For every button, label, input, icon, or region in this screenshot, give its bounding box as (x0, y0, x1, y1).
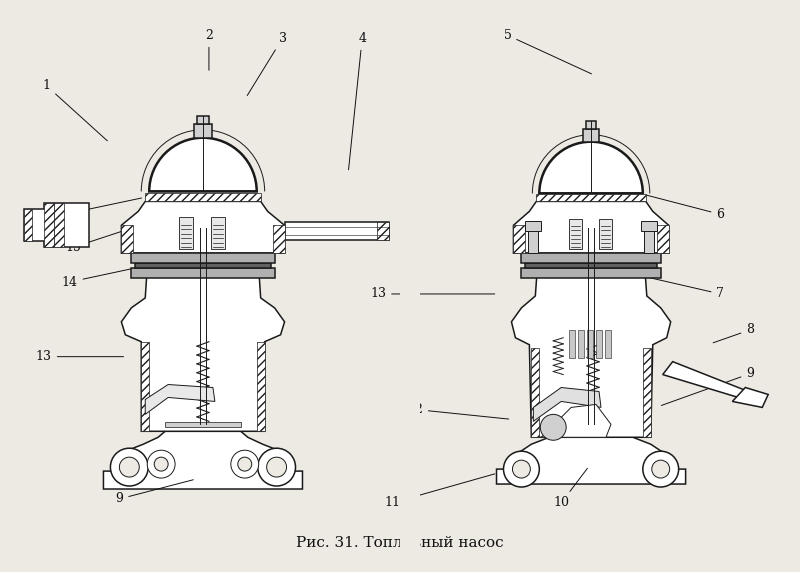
Circle shape (110, 448, 148, 486)
Bar (54, 204, 64, 247)
Bar (599, 219, 612, 249)
Text: 11: 11 (384, 474, 495, 510)
Bar (522, 253, 661, 263)
Circle shape (238, 457, 252, 471)
Polygon shape (662, 362, 748, 398)
Bar (44, 204, 54, 247)
Bar (44, 204, 89, 247)
Text: 3: 3 (247, 31, 286, 96)
Text: 7: 7 (650, 277, 724, 300)
Bar (211, 217, 225, 249)
Polygon shape (732, 387, 768, 407)
Bar (657, 225, 669, 253)
Bar (273, 225, 285, 253)
Bar (179, 217, 193, 249)
Polygon shape (497, 437, 686, 484)
Bar (165, 422, 241, 427)
Bar (146, 193, 261, 201)
Text: 14: 14 (62, 258, 183, 288)
Circle shape (540, 414, 566, 440)
Bar (377, 223, 389, 240)
Wedge shape (539, 142, 643, 193)
Circle shape (119, 457, 139, 477)
Bar (528, 225, 538, 253)
Text: 9: 9 (115, 480, 194, 506)
Circle shape (513, 460, 530, 478)
Bar (578, 330, 584, 358)
Bar (135, 263, 270, 268)
Text: 1: 1 (42, 80, 107, 141)
Circle shape (147, 450, 175, 478)
Circle shape (643, 451, 678, 487)
Polygon shape (103, 431, 302, 489)
Bar (641, 221, 657, 231)
Polygon shape (122, 268, 285, 431)
Bar (194, 124, 212, 138)
Circle shape (266, 457, 286, 477)
Polygon shape (511, 268, 670, 437)
Bar (142, 341, 150, 431)
Bar (644, 225, 654, 253)
Bar (514, 225, 526, 253)
Bar (122, 225, 134, 253)
Text: 15: 15 (66, 223, 146, 254)
Bar (131, 268, 274, 278)
Bar (531, 348, 539, 437)
Bar (285, 223, 389, 240)
Bar (257, 341, 265, 431)
Bar (24, 209, 46, 241)
Bar (536, 194, 646, 201)
Bar (400, 1, 420, 571)
Text: Рис. 31. Топливный насос: Рис. 31. Топливный насос (296, 536, 504, 550)
Bar (197, 116, 209, 124)
Text: 5: 5 (503, 29, 591, 74)
Text: 6: 6 (646, 195, 725, 221)
Polygon shape (122, 201, 285, 253)
Bar (526, 263, 657, 268)
Text: 12: 12 (407, 403, 509, 419)
Text: 10: 10 (554, 468, 587, 510)
Text: 9: 9 (662, 367, 754, 406)
Text: 8: 8 (713, 323, 754, 343)
Bar (587, 330, 593, 358)
Polygon shape (514, 201, 669, 253)
Text: 13: 13 (370, 288, 494, 300)
Bar (586, 121, 596, 129)
Circle shape (231, 450, 258, 478)
Polygon shape (146, 384, 215, 414)
Polygon shape (542, 404, 611, 437)
Bar (569, 330, 575, 358)
Circle shape (154, 457, 168, 471)
Text: 16: 16 (66, 198, 142, 219)
Bar (583, 129, 599, 142)
Wedge shape (150, 138, 257, 192)
Circle shape (503, 451, 539, 487)
Text: 4: 4 (349, 31, 366, 170)
Bar (569, 219, 582, 249)
Bar (522, 268, 661, 278)
Circle shape (258, 448, 295, 486)
Bar (605, 330, 611, 358)
Bar (643, 348, 650, 437)
Bar (526, 221, 542, 231)
Circle shape (652, 460, 670, 478)
Text: 13: 13 (36, 350, 123, 363)
Bar (24, 209, 32, 241)
Text: 2: 2 (205, 29, 213, 70)
Bar (596, 330, 602, 358)
Bar (131, 253, 274, 263)
Polygon shape (534, 387, 601, 422)
